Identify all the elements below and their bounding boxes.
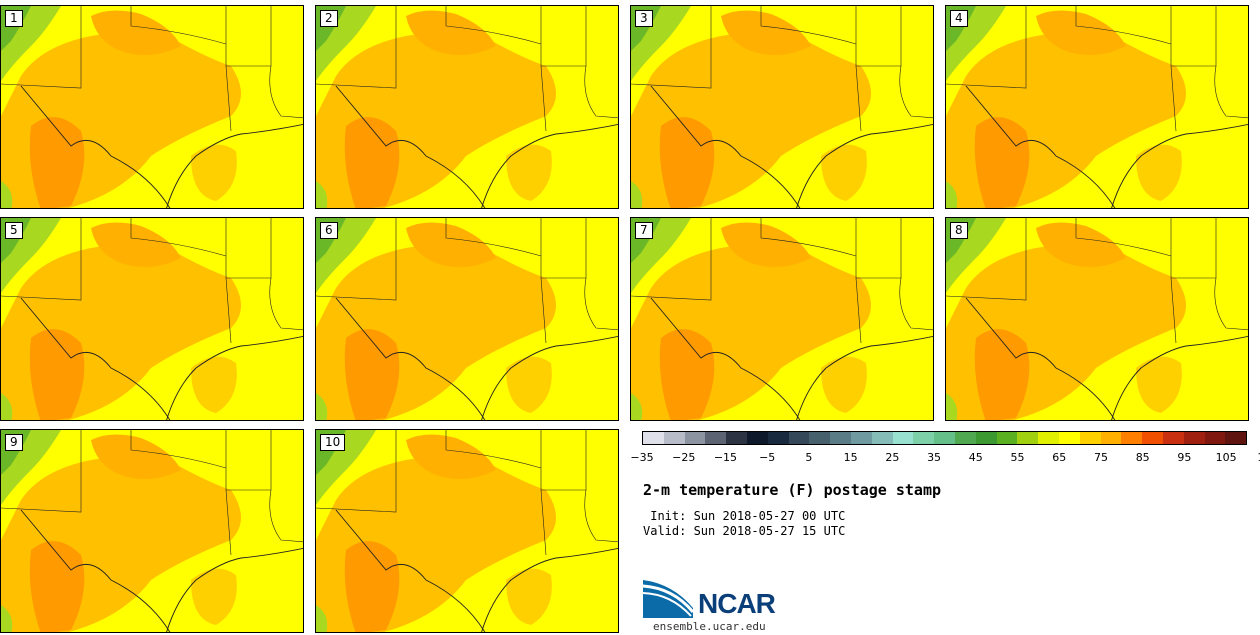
colorbar-swatch [1225, 432, 1247, 444]
colorbar-swatch [663, 432, 685, 444]
map-panel-10: 10 [315, 429, 619, 633]
colorbar-swatch [954, 432, 976, 444]
colorbar-swatch [830, 432, 851, 444]
colorbar-swatch [1100, 432, 1122, 444]
colorbar-tick-label: 35 [927, 451, 942, 464]
map-panel-5: 5 [0, 217, 304, 421]
colorbar-tick-label: 25 [885, 451, 900, 464]
colorbar-tick-labels: −35 −25 −15 −5 5 15 25 35 45 55 65 75 85 95 105 115 [630, 448, 1260, 464]
map-panel-3: 3 [630, 5, 934, 209]
panel-number-label: 5 [5, 222, 23, 239]
colorbar-swatch [684, 432, 706, 444]
panel-number-label: 3 [635, 10, 653, 27]
panel-number-label: 2 [320, 10, 338, 27]
colorbar-swatch [934, 432, 955, 444]
colorbar-swatch [1142, 432, 1163, 444]
colorbar-tick-label: −35 [630, 451, 654, 464]
map-panel-9: 9 [0, 429, 304, 633]
colorbar-swatch [705, 432, 727, 444]
map-panel-7: 7 [630, 217, 934, 421]
colorbar-swatch [1058, 432, 1080, 444]
map-panel-6: 6 [315, 217, 619, 421]
colorbar-swatch [809, 432, 831, 444]
colorbar-tick-label: −15 [713, 451, 738, 464]
panel-number-label: 6 [320, 222, 338, 239]
colorbar-tick-label: 115 [1257, 451, 1260, 464]
ncar-logo-icon [643, 580, 695, 618]
colorbar-swatch [1038, 432, 1059, 444]
colorbar-swatch [871, 432, 893, 444]
colorbar-tick-label: −25 [672, 451, 696, 464]
temperature-colorbar [642, 431, 1247, 445]
colorbar-swatch [1162, 432, 1184, 444]
colorbar-tick-label: 95 [1177, 451, 1192, 464]
map-panel-8: 8 [945, 217, 1249, 421]
colorbar-swatch [913, 432, 935, 444]
colorbar-tick-label: −5 [759, 451, 776, 464]
colorbar-tick-label: 85 [1135, 451, 1150, 464]
ensemble-url: ensemble.ucar.edu [653, 620, 766, 633]
colorbar-swatch [746, 432, 768, 444]
colorbar-swatch [975, 432, 997, 444]
panel-number-label: 8 [950, 222, 968, 239]
colorbar-tick-label: 105 [1215, 451, 1237, 464]
map-panel-4: 4 [945, 5, 1249, 209]
panel-number-label: 1 [5, 10, 23, 27]
panel-number-label: 10 [320, 434, 346, 451]
panel-number-label: 4 [950, 10, 968, 27]
colorbar-swatch [726, 432, 747, 444]
colorbar-swatch [1079, 432, 1101, 444]
colorbar-swatch [788, 432, 810, 444]
colorbar-tick-label: 5 [805, 451, 813, 464]
colorbar-swatch [1017, 432, 1039, 444]
colorbar-tick-label: 75 [1093, 451, 1108, 464]
colorbar-tick-label: 15 [843, 451, 858, 464]
map-panel-1: 1 [0, 5, 304, 209]
panel-number-label: 9 [5, 434, 23, 451]
colorbar-swatch [892, 432, 914, 444]
colorbar-tick-label: 45 [968, 451, 983, 464]
colorbar-swatch [996, 432, 1018, 444]
panel-number-label: 7 [635, 222, 653, 239]
colorbar-swatch [767, 432, 789, 444]
colorbar-tick-label: 55 [1010, 451, 1025, 464]
ncar-logo-text: NCAR [698, 588, 776, 619]
map-panel-2: 2 [315, 5, 619, 209]
colorbar-swatch [1204, 432, 1226, 444]
colorbar-swatch [1121, 432, 1143, 444]
colorbar-swatch [850, 432, 872, 444]
init-time: Init: Sun 2018-05-27 00 UTC [643, 509, 846, 523]
colorbar-swatch [643, 432, 664, 444]
map-title: 2-m temperature (F) postage stamp [643, 481, 942, 499]
valid-time: Valid: Sun 2018-05-27 15 UTC [643, 524, 846, 538]
colorbar-swatch [1183, 432, 1205, 444]
colorbar-tick-label: 65 [1052, 451, 1067, 464]
